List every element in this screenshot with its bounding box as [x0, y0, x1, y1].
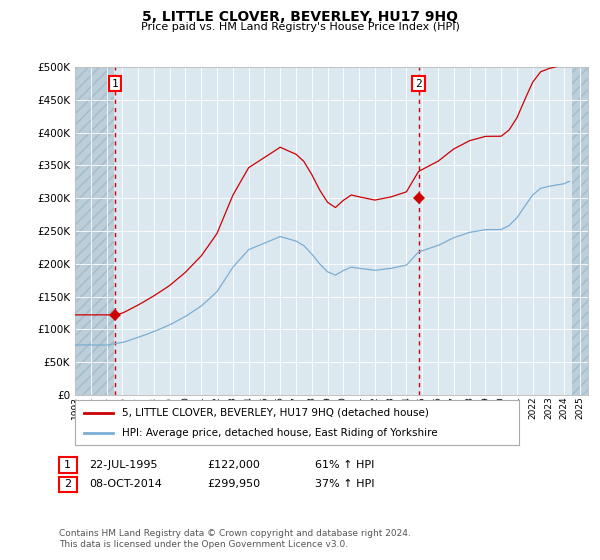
Text: 1: 1	[112, 78, 119, 88]
Text: 5, LITTLE CLOVER, BEVERLEY, HU17 9HQ (detached house): 5, LITTLE CLOVER, BEVERLEY, HU17 9HQ (de…	[122, 408, 428, 418]
Text: 08-OCT-2014: 08-OCT-2014	[89, 479, 161, 489]
Text: 61% ↑ HPI: 61% ↑ HPI	[315, 460, 374, 470]
Text: 2: 2	[64, 479, 71, 489]
Bar	[572, 67, 588, 395]
Bar	[75, 67, 115, 395]
Text: 37% ↑ HPI: 37% ↑ HPI	[315, 479, 374, 489]
Text: 2: 2	[415, 78, 422, 88]
Text: Price paid vs. HM Land Registry's House Price Index (HPI): Price paid vs. HM Land Registry's House …	[140, 22, 460, 32]
Text: HPI: Average price, detached house, East Riding of Yorkshire: HPI: Average price, detached house, East…	[122, 428, 437, 438]
Text: Contains HM Land Registry data © Crown copyright and database right 2024.
This d: Contains HM Land Registry data © Crown c…	[59, 529, 410, 549]
Text: 22-JUL-1995: 22-JUL-1995	[89, 460, 157, 470]
Text: 5, LITTLE CLOVER, BEVERLEY, HU17 9HQ: 5, LITTLE CLOVER, BEVERLEY, HU17 9HQ	[142, 10, 458, 24]
Text: £122,000: £122,000	[207, 460, 260, 470]
Text: £299,950: £299,950	[207, 479, 260, 489]
Text: 1: 1	[64, 460, 71, 470]
